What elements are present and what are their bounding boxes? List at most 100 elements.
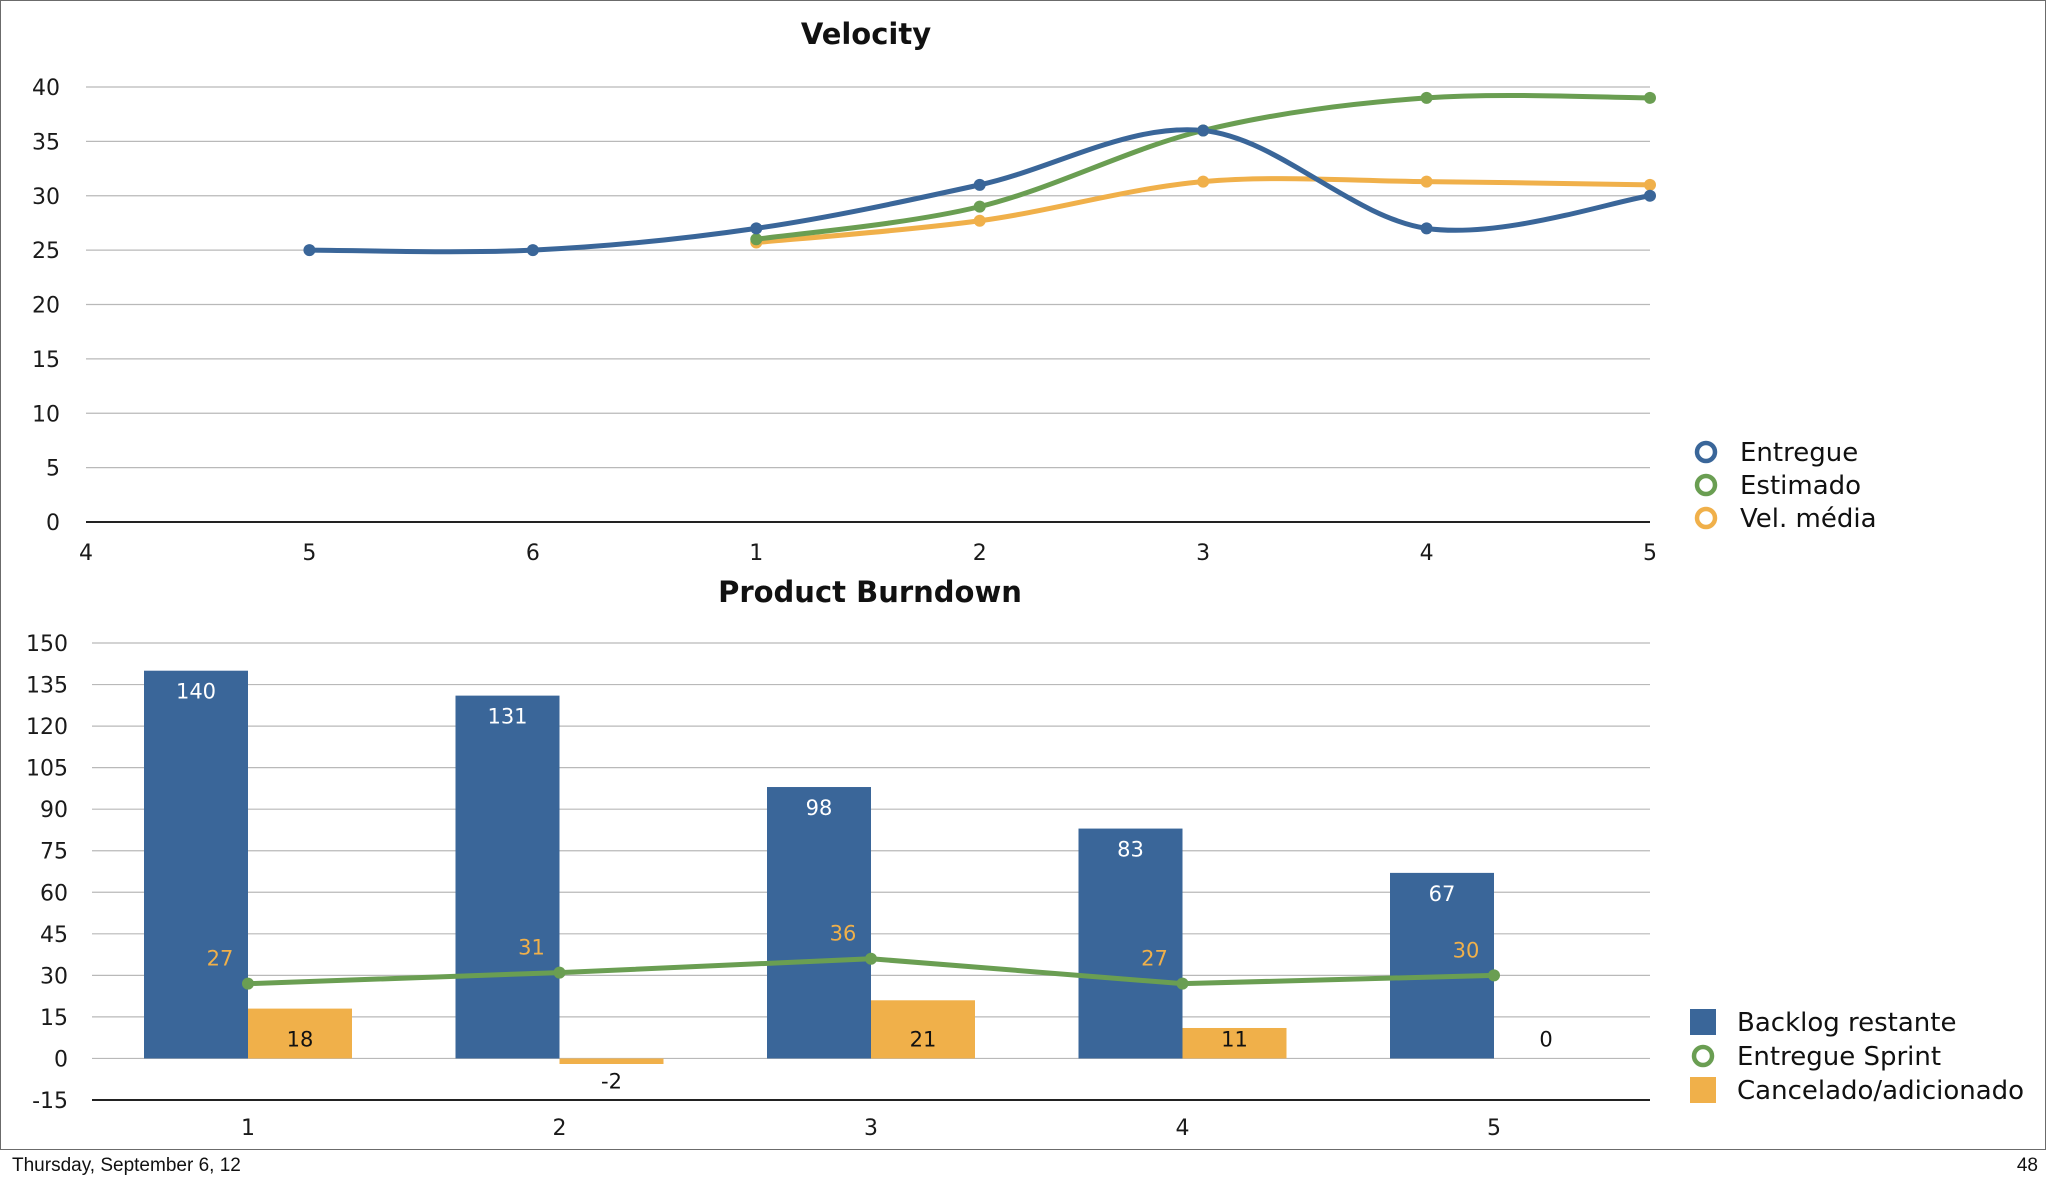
burndown-legend: Backlog restante Entregue Sprint Cancelado… <box>1690 1008 2024 1106</box>
legend-swatch-icon <box>1690 1077 1716 1103</box>
legend-marker-icon <box>1694 506 1718 530</box>
bar-label-backlog: 131 <box>487 705 527 729</box>
burndown-line-point <box>242 977 254 990</box>
velocity-point <box>973 178 986 191</box>
burndown-x-tick-label: 1 <box>241 1116 255 1141</box>
burndown-y-tick-label: 0 <box>54 1047 68 1072</box>
legend-label: Cancelado/adicionado <box>1737 1076 2024 1106</box>
bar-label-backlog: 67 <box>1429 882 1456 906</box>
burndown-y-tick-labels: -15 0 15 30 45 60 75 90 105 120 135 150 <box>26 632 68 1114</box>
bar-backlog-restante <box>1390 872 1494 1059</box>
line-label-entregue-sprint: 36 <box>830 922 857 946</box>
burndown-y-tick-label: 15 <box>40 1006 68 1031</box>
bar-cancelado-adicionado <box>248 1008 352 1059</box>
burndown-y-tick-label: 105 <box>26 757 68 782</box>
burndown-y-tick-label: 135 <box>26 674 68 699</box>
velocity-point <box>750 233 763 246</box>
burndown-y-tick-label: 120 <box>26 715 68 740</box>
velocity-point <box>1644 189 1656 202</box>
velocity-gridlines <box>86 86 1650 523</box>
burndown-x-tick-label: 2 <box>553 1116 567 1141</box>
velocity-point <box>1644 178 1656 191</box>
velocity-point <box>1420 222 1433 235</box>
burndown-x-tick-label: 4 <box>1176 1116 1190 1141</box>
burndown-x-tick-labels: 1 2 3 4 5 <box>241 1116 1501 1141</box>
velocity-point <box>1644 91 1656 104</box>
velocity-point <box>1420 175 1433 188</box>
velocity-y-tick-label: 20 <box>32 294 60 319</box>
bar-backlog-restante <box>767 787 871 1059</box>
legend-label: Entregue <box>1740 438 1858 468</box>
line-label-entregue-sprint: 31 <box>518 936 545 960</box>
burndown-x-tick-label: 5 <box>1487 1116 1501 1141</box>
bar-label-backlog: 83 <box>1117 838 1144 862</box>
velocity-point <box>1420 91 1433 104</box>
legend-label: Vel. média <box>1740 504 1877 534</box>
velocity-x-tick-label: 4 <box>1420 541 1434 566</box>
bar-label-cancelado: 0 <box>1539 1027 1552 1051</box>
bar-backlog-restante <box>455 695 560 1059</box>
bar-cancelado-adicionado <box>1182 1027 1287 1059</box>
velocity-line-estimado <box>753 92 1653 242</box>
velocity-x-tick-label: 1 <box>749 541 763 566</box>
burndown-x-tick-label: 3 <box>864 1116 878 1141</box>
bar-label-cancelado: 18 <box>287 1027 314 1051</box>
velocity-y-tick-label: 5 <box>46 457 60 482</box>
velocity-y-tick-label: 10 <box>32 402 60 427</box>
velocity-x-tick-label: 2 <box>973 541 987 566</box>
velocity-x-tick-label: 3 <box>1196 541 1210 566</box>
footer-page-number: 48 <box>2016 1155 2038 1176</box>
velocity-point <box>303 244 316 257</box>
bar-label-backlog: 140 <box>176 680 216 704</box>
burndown-y-tick-label: -15 <box>32 1089 68 1114</box>
burndown-y-tick-label: 90 <box>40 798 68 823</box>
velocity-title: Velocity <box>801 17 931 51</box>
velocity-y-tick-label: 35 <box>32 130 60 155</box>
burndown-data-labels: 140 131 98 83 67 18 -2 21 11 0 27 31 36 27 30 <box>176 680 1553 1094</box>
burndown-line-point <box>1488 969 1500 982</box>
velocity-x-tick-label: 6 <box>526 541 540 566</box>
legend-label: Backlog restante <box>1737 1008 1956 1038</box>
legend-marker-icon <box>1691 1044 1715 1068</box>
legend-marker-icon <box>1694 440 1718 464</box>
velocity-line-vel-m-dia <box>753 176 1653 246</box>
legend-label: Estimado <box>1740 471 1861 501</box>
bar-cancelado-adicionado <box>871 1000 975 1059</box>
velocity-x-tick-labels: 4 5 6 1 2 3 4 5 <box>79 541 1657 566</box>
burndown-line-point <box>553 966 566 979</box>
velocity-point <box>973 200 986 213</box>
burndown-line-point <box>865 952 877 965</box>
burndown-entregue-sprint-line <box>242 952 1500 990</box>
burndown-y-tick-label: 60 <box>40 881 68 906</box>
legend-marker-icon <box>1694 473 1718 497</box>
line-label-entregue-sprint: 30 <box>1453 938 1480 962</box>
velocity-series-points <box>303 91 1656 257</box>
velocity-x-tick-label: 5 <box>302 541 316 566</box>
velocity-point <box>1197 175 1210 188</box>
bar-label-cancelado: 21 <box>910 1027 937 1051</box>
velocity-y-tick-label: 25 <box>32 239 60 264</box>
legend-label: Entregue Sprint <box>1737 1042 1941 1072</box>
velocity-x-tick-label: 5 <box>1643 541 1657 566</box>
bar-backlog-restante <box>1078 828 1183 1059</box>
velocity-series-lines <box>306 92 1653 255</box>
burndown-y-tick-label: 45 <box>40 923 68 948</box>
line-label-entregue-sprint: 27 <box>1141 947 1168 971</box>
burndown-bars <box>144 670 1494 1064</box>
bar-label-cancelado: -2 <box>601 1069 622 1093</box>
burndown-title: Product Burndown <box>718 575 1022 609</box>
bar-cancelado-adicionado <box>559 1058 664 1064</box>
burndown-y-tick-label: 150 <box>26 632 68 657</box>
burndown-y-tick-label: 75 <box>40 840 68 865</box>
velocity-point <box>1197 124 1210 137</box>
slide-frame <box>0 0 2046 1150</box>
bar-label-cancelado: 11 <box>1221 1027 1248 1051</box>
velocity-point <box>750 222 763 235</box>
legend-swatch-icon <box>1690 1009 1716 1035</box>
footer-date: Thursday, September 6, 12 <box>12 1155 241 1176</box>
bar-backlog-restante <box>144 670 248 1059</box>
